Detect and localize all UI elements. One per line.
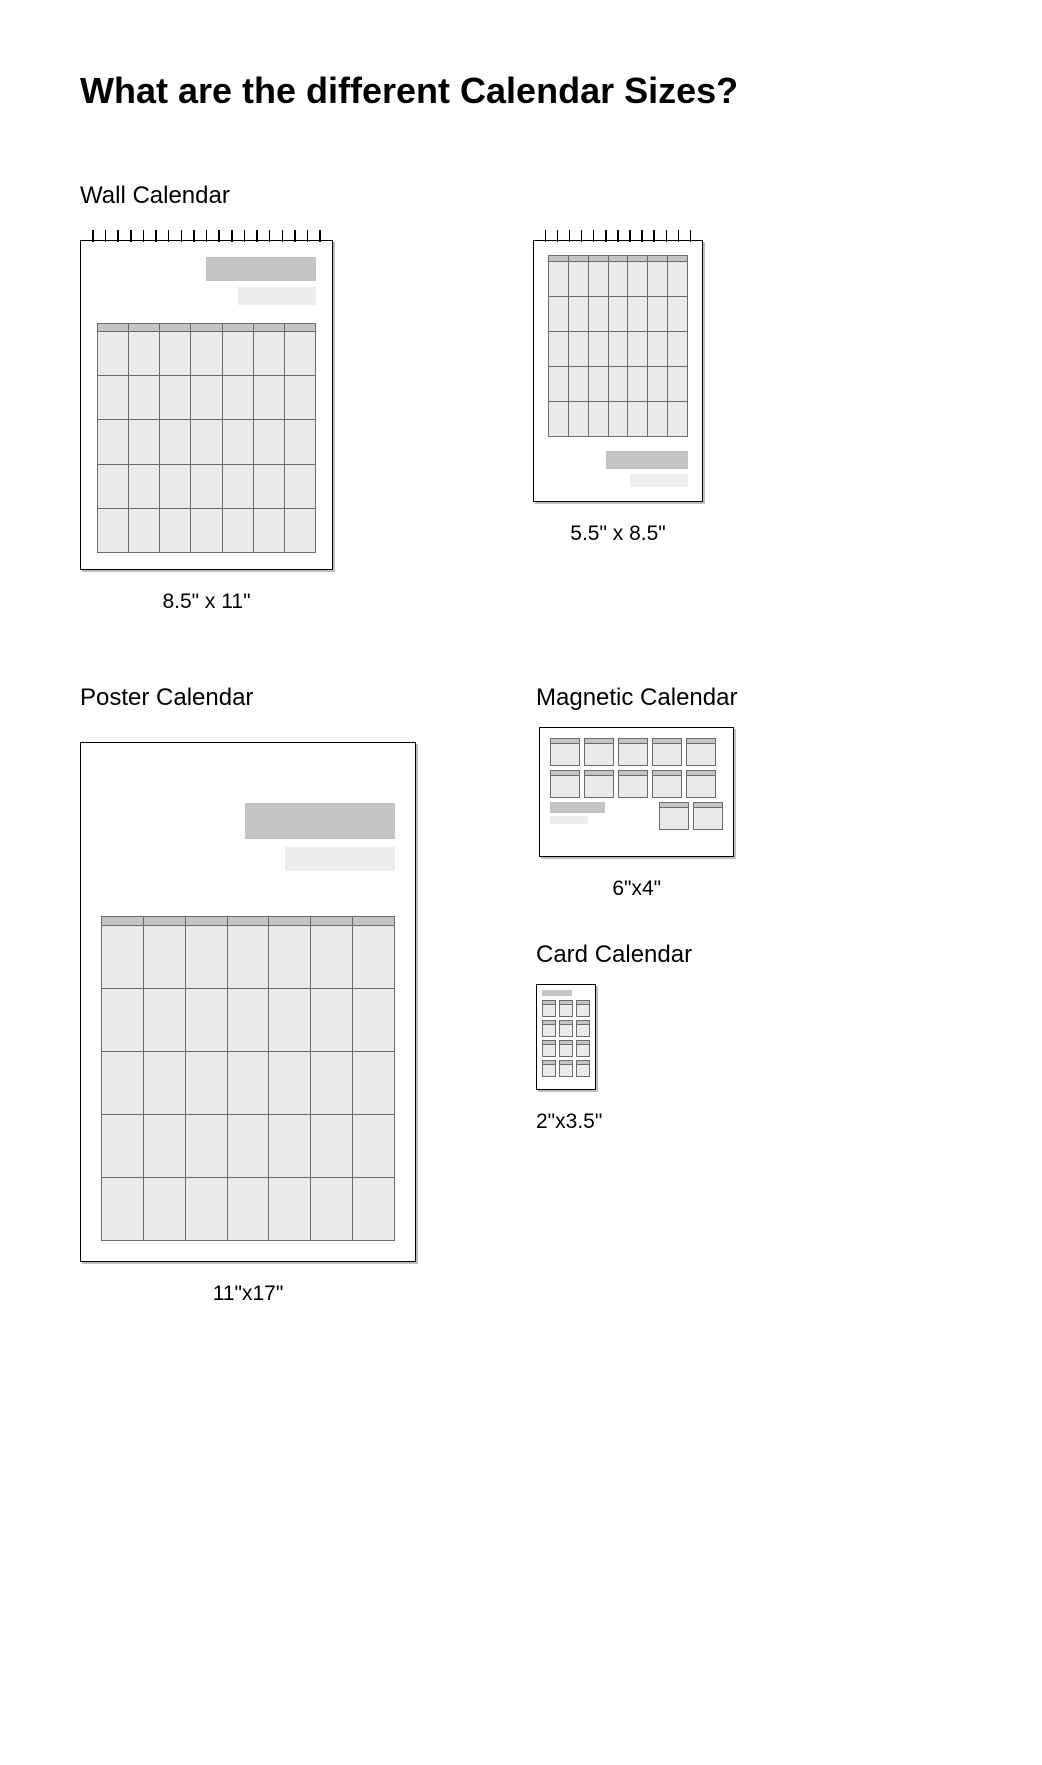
header-placeholder: [101, 803, 395, 871]
magnetic-section-label: Magnetic Calendar: [536, 684, 737, 712]
card-section-label: Card Calendar: [536, 941, 737, 969]
wall-calendar-small: 5.5" x 8.5": [533, 240, 703, 546]
card-page: [536, 984, 596, 1090]
month-grid: [97, 323, 316, 553]
wall-calendar-section: Wall Calendar: [80, 182, 962, 614]
magnetic-calendar-section: Magnetic Calendar 6"x4": [536, 684, 737, 901]
magnetic-page: [539, 727, 734, 857]
month-grid: [101, 916, 395, 1241]
poster-calendar-section: Poster Calendar 11"x17": [80, 684, 416, 1306]
wall-small-caption: 5.5" x 8.5": [570, 522, 665, 546]
card-caption: 2"x3.5": [536, 1110, 602, 1134]
spiral-binding-icon: [81, 230, 332, 242]
poster-section-label: Poster Calendar: [80, 684, 416, 712]
wall-calendar-large: 8.5" x 11": [80, 240, 333, 614]
header-placeholder: [550, 802, 655, 824]
poster-caption: 11"x17": [213, 1282, 284, 1306]
magnetic-caption: 6"x4": [612, 877, 661, 901]
header-placeholder: [548, 451, 688, 487]
card-calendar-section: Card Calendar 2"x3.5": [536, 941, 737, 1134]
page-title: What are the different Calendar Sizes?: [80, 70, 962, 112]
wall-small-page: [533, 240, 703, 502]
spiral-binding-icon: [534, 230, 702, 242]
magnetic-grid: [550, 738, 723, 830]
wall-large-caption: 8.5" x 11": [162, 590, 250, 614]
card-grid: [542, 1000, 590, 1077]
header-placeholder: [542, 990, 572, 996]
wall-section-label: Wall Calendar: [80, 182, 962, 210]
wall-large-page: [80, 240, 333, 570]
month-grid: [548, 255, 688, 437]
header-placeholder: [97, 257, 316, 305]
poster-page: [80, 742, 416, 1262]
